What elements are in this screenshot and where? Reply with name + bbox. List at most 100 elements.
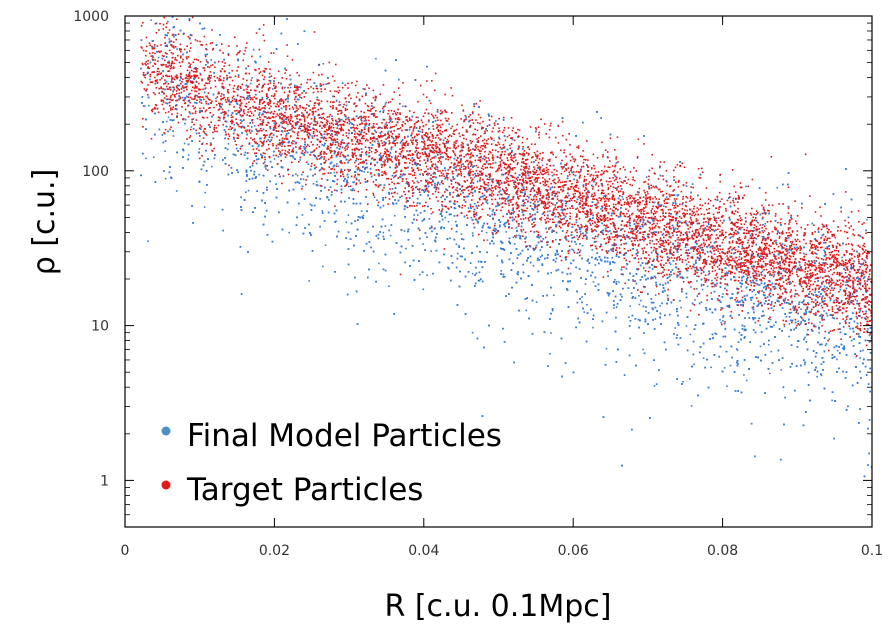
- scatter-point: [165, 102, 167, 104]
- scatter-point: [559, 217, 562, 220]
- scatter-point: [539, 249, 542, 251]
- scatter-point: [439, 183, 441, 186]
- scatter-point: [836, 349, 839, 352]
- scatter-point: [455, 243, 458, 246]
- scatter-point: [541, 164, 544, 167]
- scatter-point: [486, 175, 488, 177]
- scatter-point: [777, 273, 780, 275]
- series-final-model-particles: [140, 16, 872, 478]
- scatter-point: [645, 176, 648, 178]
- scatter-point: [532, 218, 534, 220]
- scatter-point: [339, 104, 342, 106]
- scatter-point: [763, 283, 766, 285]
- scatter-point: [600, 208, 602, 210]
- scatter-point: [347, 185, 350, 188]
- scatter-point: [485, 231, 488, 234]
- scatter-point: [416, 139, 418, 141]
- scatter-point: [785, 245, 788, 248]
- scatter-point: [450, 213, 452, 216]
- scatter-point: [176, 48, 178, 50]
- scatter-point: [819, 321, 821, 324]
- scatter-point: [643, 223, 646, 226]
- scatter-point: [415, 164, 418, 167]
- scatter-point: [417, 116, 419, 119]
- scatter-point: [321, 107, 323, 110]
- scatter-point: [170, 99, 172, 101]
- scatter-point: [861, 273, 863, 275]
- scatter-point: [738, 256, 741, 258]
- scatter-point: [251, 77, 253, 79]
- scatter-point: [339, 160, 341, 163]
- scatter-point: [754, 293, 757, 296]
- scatter-point: [759, 345, 762, 348]
- scatter-point: [153, 46, 156, 48]
- scatter-point: [460, 146, 463, 148]
- scatter-point: [646, 235, 649, 237]
- scatter-point: [396, 192, 399, 195]
- scatter-point: [265, 168, 267, 170]
- scatter-point: [632, 279, 634, 281]
- scatter-point: [360, 161, 363, 164]
- scatter-point: [790, 249, 793, 252]
- scatter-point: [642, 348, 644, 351]
- scatter-point: [722, 316, 724, 318]
- scatter-point: [701, 288, 704, 291]
- scatter-point: [652, 308, 654, 311]
- scatter-point: [539, 256, 542, 258]
- scatter-point: [460, 233, 463, 235]
- scatter-point: [157, 56, 160, 59]
- scatter-point: [856, 302, 858, 305]
- scatter-point: [743, 374, 745, 376]
- scatter-point: [308, 145, 311, 147]
- scatter-point: [301, 173, 303, 176]
- scatter-point: [783, 325, 786, 328]
- scatter-point: [695, 288, 698, 290]
- scatter-point: [800, 308, 802, 311]
- scatter-point: [442, 139, 445, 142]
- scatter-point: [427, 174, 429, 176]
- scatter-point: [227, 110, 230, 112]
- scatter-point: [524, 191, 526, 193]
- scatter-point: [702, 357, 705, 359]
- scatter-point: [486, 239, 489, 241]
- scatter-point: [448, 123, 450, 126]
- scatter-point: [296, 174, 299, 177]
- scatter-point: [419, 130, 421, 133]
- scatter-point: [209, 142, 212, 144]
- scatter-point: [833, 299, 836, 302]
- scatter-point: [458, 244, 460, 247]
- scatter-point: [175, 190, 178, 192]
- scatter-point: [714, 332, 716, 335]
- scatter-point: [611, 256, 614, 259]
- scatter-point: [629, 305, 631, 307]
- scatter-point: [868, 334, 871, 337]
- scatter-point: [576, 235, 578, 237]
- scatter-point: [164, 177, 167, 180]
- scatter-point: [273, 158, 276, 160]
- scatter-point: [706, 285, 709, 288]
- scatter-point: [518, 234, 520, 237]
- scatter-point: [535, 301, 538, 303]
- scatter-point: [581, 244, 584, 247]
- scatter-point: [741, 245, 744, 248]
- scatter-point: [525, 309, 528, 312]
- scatter-point: [281, 153, 283, 155]
- scatter-point: [241, 96, 243, 98]
- scatter-point: [680, 306, 682, 309]
- scatter-point: [494, 222, 496, 225]
- scatter-point: [700, 283, 703, 286]
- scatter-point: [845, 281, 847, 283]
- scatter-point: [346, 142, 349, 145]
- scatter-point: [508, 202, 510, 205]
- scatter-point: [377, 142, 379, 145]
- scatter-point: [586, 304, 588, 306]
- scatter-point: [352, 187, 354, 190]
- scatter-point: [629, 222, 631, 225]
- scatter-point: [183, 142, 186, 145]
- scatter-point: [769, 372, 771, 375]
- scatter-point: [148, 104, 150, 107]
- scatter-point: [665, 196, 668, 198]
- scatter-point: [312, 183, 315, 185]
- scatter-point: [325, 83, 327, 85]
- scatter-point: [446, 178, 449, 181]
